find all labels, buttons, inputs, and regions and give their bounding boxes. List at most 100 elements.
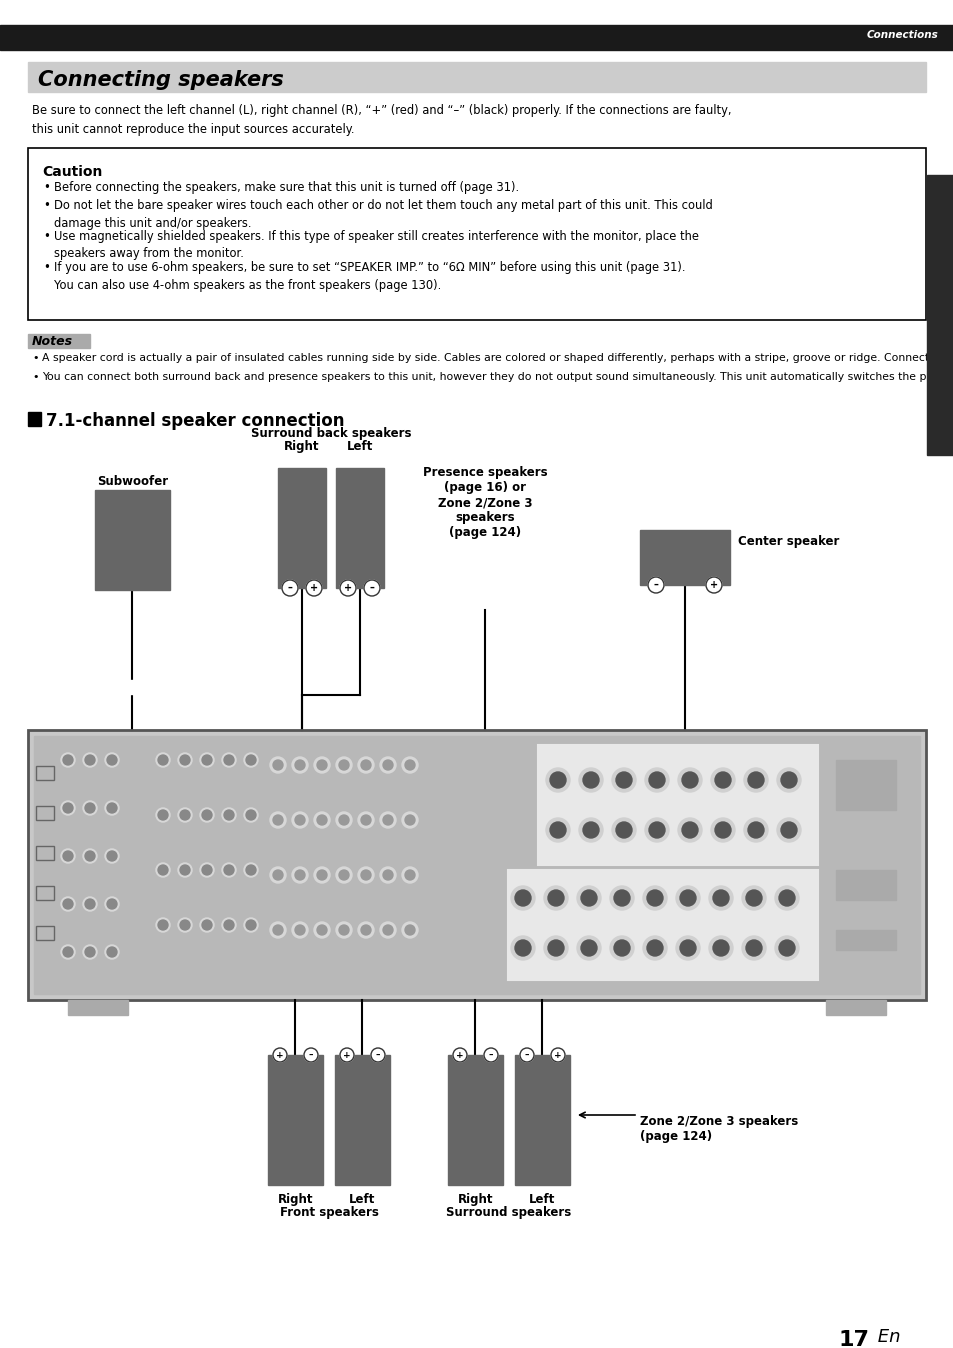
- Circle shape: [776, 818, 801, 842]
- Text: –: –: [309, 1050, 313, 1060]
- Circle shape: [178, 754, 192, 767]
- Circle shape: [612, 768, 636, 793]
- Circle shape: [405, 925, 415, 936]
- Text: R: R: [936, 487, 943, 496]
- Bar: [36, 766, 54, 780]
- Circle shape: [710, 768, 734, 793]
- Circle shape: [360, 925, 371, 936]
- Circle shape: [616, 822, 631, 838]
- Bar: [28, 334, 90, 348]
- Circle shape: [710, 818, 734, 842]
- Circle shape: [642, 936, 666, 960]
- Circle shape: [222, 863, 235, 878]
- Circle shape: [609, 886, 634, 910]
- Text: 7.1-channel speaker connection: 7.1-channel speaker connection: [46, 412, 344, 430]
- Circle shape: [519, 1047, 534, 1062]
- Circle shape: [85, 803, 95, 813]
- Circle shape: [273, 816, 283, 825]
- Circle shape: [681, 822, 698, 838]
- Circle shape: [543, 936, 567, 960]
- Circle shape: [304, 1047, 317, 1062]
- Circle shape: [401, 811, 417, 828]
- Circle shape: [382, 869, 393, 880]
- Circle shape: [578, 818, 602, 842]
- Text: –: –: [488, 1050, 493, 1060]
- Bar: [335, 1055, 390, 1185]
- Circle shape: [708, 886, 732, 910]
- Bar: [835, 869, 895, 900]
- Circle shape: [202, 810, 212, 820]
- Bar: [537, 745, 817, 865]
- Circle shape: [360, 816, 371, 825]
- Circle shape: [158, 810, 168, 820]
- Circle shape: [357, 922, 374, 938]
- Text: 17: 17: [838, 1330, 869, 1348]
- Circle shape: [741, 936, 765, 960]
- Circle shape: [578, 768, 602, 793]
- Text: N: N: [935, 712, 943, 721]
- Text: I: I: [938, 662, 941, 671]
- Text: En: En: [871, 1328, 900, 1347]
- Circle shape: [705, 577, 721, 593]
- Circle shape: [200, 754, 213, 767]
- Circle shape: [551, 1047, 564, 1062]
- Circle shape: [180, 865, 190, 875]
- Circle shape: [314, 922, 330, 938]
- Bar: [36, 886, 54, 900]
- Text: +: +: [709, 580, 718, 590]
- Circle shape: [244, 807, 257, 822]
- Circle shape: [364, 580, 379, 596]
- Text: Front speakers: Front speakers: [279, 1206, 378, 1219]
- Circle shape: [678, 818, 701, 842]
- Circle shape: [200, 863, 213, 878]
- Circle shape: [105, 896, 119, 911]
- Circle shape: [453, 1047, 467, 1062]
- Circle shape: [339, 580, 355, 596]
- Circle shape: [338, 816, 349, 825]
- Circle shape: [83, 849, 97, 863]
- Circle shape: [156, 807, 170, 822]
- Circle shape: [224, 755, 233, 766]
- Circle shape: [156, 754, 170, 767]
- Circle shape: [105, 945, 119, 958]
- Circle shape: [577, 936, 600, 960]
- Bar: [335, 468, 384, 588]
- Circle shape: [676, 886, 700, 910]
- Text: Caution: Caution: [42, 164, 102, 179]
- Circle shape: [511, 886, 535, 910]
- Circle shape: [405, 869, 415, 880]
- Text: •: •: [43, 181, 50, 194]
- Text: Do not let the bare speaker wires touch each other or do not let them touch any : Do not let the bare speaker wires touch …: [54, 200, 712, 229]
- Bar: [825, 1000, 885, 1015]
- Circle shape: [63, 899, 73, 909]
- Circle shape: [63, 803, 73, 813]
- Bar: [95, 491, 170, 590]
- Bar: [835, 760, 895, 810]
- Circle shape: [483, 1047, 497, 1062]
- Text: Zone 2/Zone 3 speakers
(page 124): Zone 2/Zone 3 speakers (page 124): [639, 1115, 798, 1143]
- Circle shape: [712, 940, 728, 956]
- Circle shape: [335, 811, 352, 828]
- Circle shape: [158, 919, 168, 930]
- Text: Surround back speakers: Surround back speakers: [251, 427, 411, 439]
- Circle shape: [202, 865, 212, 875]
- Circle shape: [335, 867, 352, 883]
- Circle shape: [273, 925, 283, 936]
- Bar: [36, 806, 54, 820]
- Bar: [34, 736, 919, 993]
- Circle shape: [292, 867, 308, 883]
- Text: Use magnetically shielded speakers. If this type of speaker still creates interf: Use magnetically shielded speakers. If t…: [54, 231, 699, 260]
- Circle shape: [379, 811, 395, 828]
- Circle shape: [180, 755, 190, 766]
- Circle shape: [246, 865, 255, 875]
- Text: T: T: [936, 638, 943, 646]
- Circle shape: [61, 754, 75, 767]
- Circle shape: [679, 890, 696, 906]
- Circle shape: [681, 772, 698, 789]
- Circle shape: [180, 919, 190, 930]
- Circle shape: [745, 940, 761, 956]
- Circle shape: [107, 803, 117, 813]
- Bar: [507, 869, 817, 980]
- Text: •: •: [32, 353, 38, 363]
- Text: O: O: [935, 687, 943, 696]
